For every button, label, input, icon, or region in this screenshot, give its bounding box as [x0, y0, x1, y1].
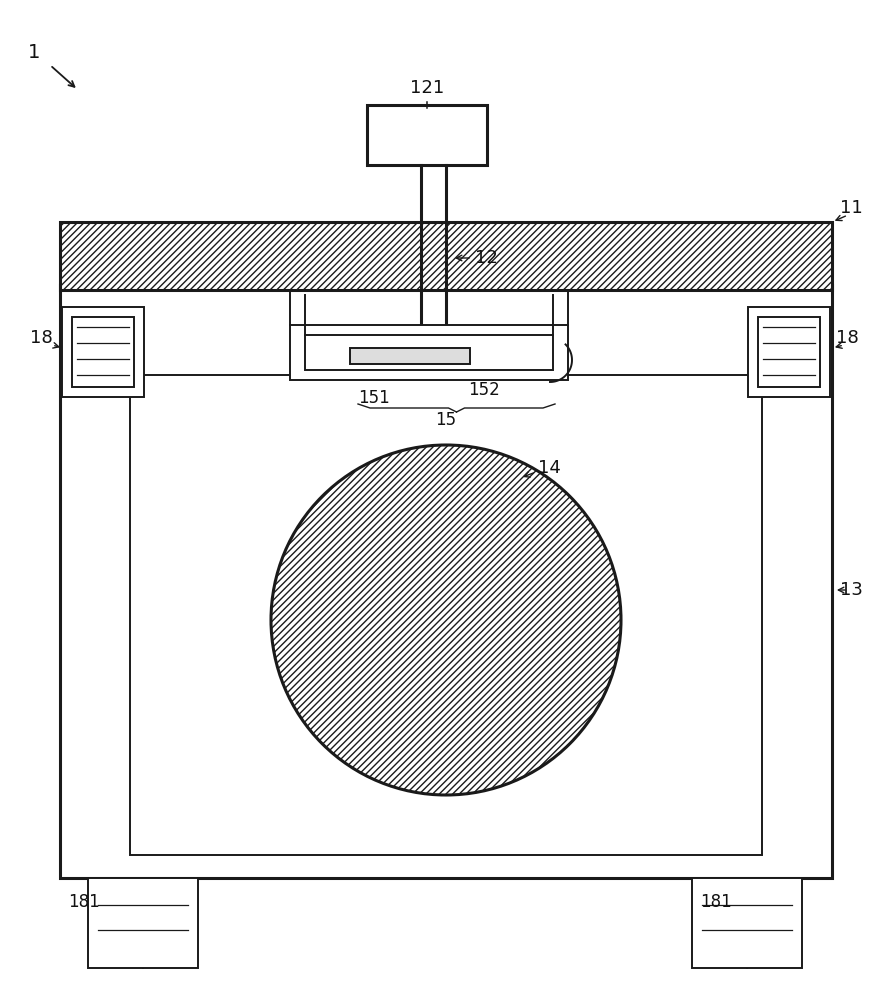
- Text: 14: 14: [538, 459, 560, 477]
- Text: 181: 181: [700, 893, 732, 911]
- Text: 18: 18: [30, 329, 53, 347]
- Text: 1: 1: [28, 42, 40, 62]
- Bar: [758, 317, 820, 387]
- Text: 18: 18: [836, 329, 859, 347]
- Text: 15: 15: [435, 411, 456, 429]
- Text: 151: 151: [358, 389, 389, 407]
- Bar: [367, 105, 487, 165]
- Bar: [350, 348, 470, 364]
- Bar: [305, 335, 553, 370]
- Text: 121: 121: [410, 79, 445, 97]
- Bar: [62, 307, 144, 397]
- Circle shape: [271, 445, 621, 795]
- Bar: [60, 222, 832, 290]
- Bar: [130, 375, 762, 855]
- Text: 13: 13: [840, 581, 862, 599]
- Bar: [60, 285, 832, 878]
- Text: 152: 152: [468, 381, 500, 399]
- Text: 11: 11: [840, 199, 862, 217]
- Bar: [692, 878, 802, 968]
- Bar: [88, 878, 198, 968]
- Text: 12: 12: [475, 249, 498, 267]
- Bar: [290, 325, 568, 380]
- Text: 181: 181: [68, 893, 100, 911]
- Bar: [72, 317, 134, 387]
- Bar: [748, 307, 830, 397]
